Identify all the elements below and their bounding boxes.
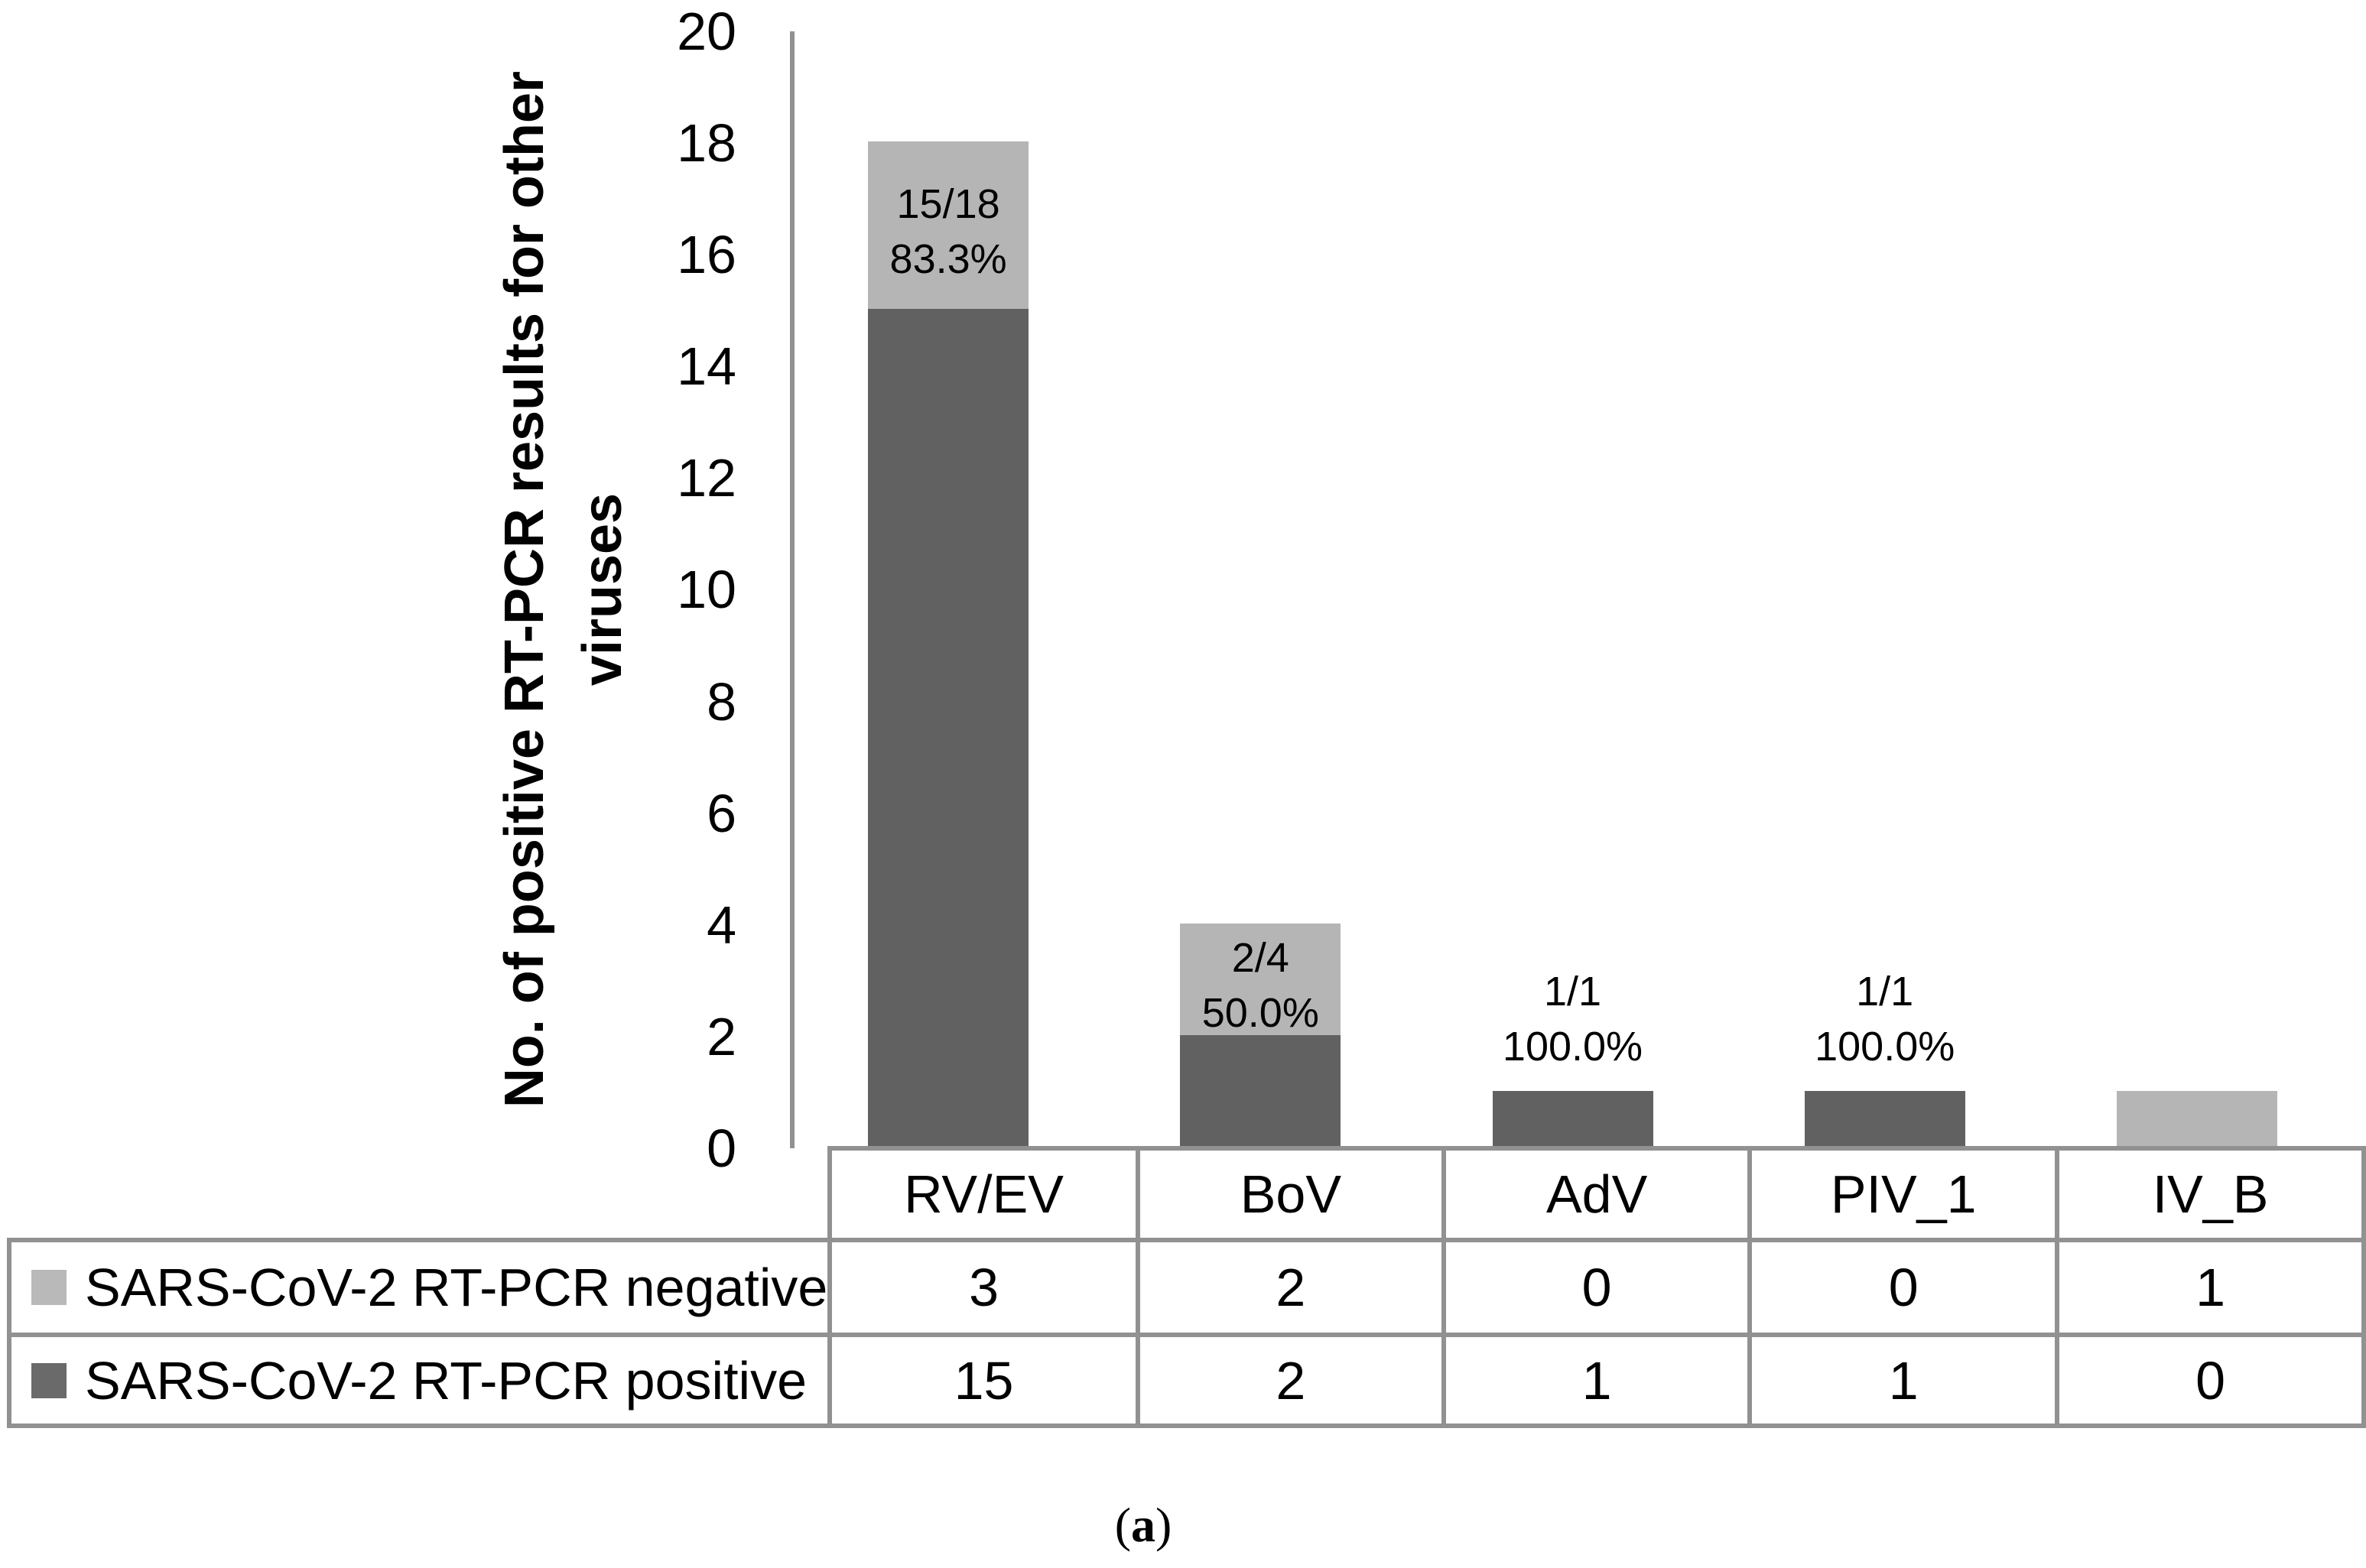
table-value-PIV_1-row1: 0 [1747, 1238, 2060, 1337]
bar-label-fraction: 2/4 [1231, 934, 1289, 981]
table-header-AdV: AdV [1441, 1146, 1753, 1242]
legend-cell-row1: SARS-CoV-2 RT-PCR negative [6, 1238, 833, 1337]
y-tick-label-10: 10 [677, 560, 736, 620]
caption-close-paren: ) [1155, 1498, 1172, 1552]
y-axis-line [790, 31, 795, 1148]
bar-BoV-positive-segment [1180, 1034, 1341, 1147]
table-value-IV_B-row1: 1 [2055, 1238, 2366, 1337]
table-header-PIV_1: PIV_1 [1747, 1146, 2060, 1242]
bar-label-percent: 100.0% [1502, 1023, 1643, 1070]
legend-entry: SARS-CoV-2 RT-PCR negative [11, 1257, 827, 1318]
bar-label-percent: 50.0% [1201, 989, 1319, 1036]
bar-RV/EV-positive-segment [868, 309, 1029, 1147]
legend-swatch-icon [31, 1270, 67, 1305]
legend-cell-row2: SARS-CoV-2 RT-PCR positive [6, 1333, 833, 1428]
y-tick-label-8: 8 [707, 671, 736, 732]
bar-label-BoV: 2/4 50.0% [1104, 930, 1416, 1040]
caption-open-paren: ( [1114, 1498, 1131, 1552]
bar-label-AdV: 1/1 100.0% [1417, 964, 1729, 1074]
legend-swatch-icon [31, 1362, 67, 1398]
bar-label-fraction: 15/18 [896, 180, 1000, 227]
figure-caption: (a) [0, 1495, 2286, 1556]
legend-series-label: SARS-CoV-2 RT-PCR positive [85, 1350, 808, 1411]
table-value-PIV_1-row2: 1 [1747, 1333, 2060, 1428]
bar-BoV-negative-segment [1180, 923, 1341, 1035]
bar-PIV_1-positive-segment [1804, 1090, 1965, 1147]
bar-IV_B-negative-segment [2116, 1090, 2277, 1147]
caption-label: a [1131, 1498, 1155, 1552]
bar-label-percent: 83.3% [889, 235, 1007, 282]
y-tick-label-6: 6 [707, 783, 736, 843]
table-value-BoV-row2: 2 [1135, 1333, 1447, 1428]
table-value-AdV-row1: 0 [1441, 1238, 1753, 1337]
bar-label-percent: 100.0% [1815, 1023, 1955, 1070]
y-tick-label-4: 4 [707, 894, 736, 955]
data-table: RV/EV BoV AdV PIV_1 IV_B SARS-CoV-2 RT-PCR ne… [6, 1146, 2366, 1428]
table-header-IV_B: IV_B [2055, 1146, 2366, 1242]
y-tick-label-12: 12 [677, 448, 736, 508]
bar-RV/EV-negative-segment [868, 141, 1029, 310]
table-value-RV/EV-row2: 15 [827, 1333, 1140, 1428]
bar-label-fraction: 1/1 [1856, 968, 1914, 1014]
y-tick-label-16: 16 [677, 225, 736, 285]
table-value-AdV-row2: 1 [1441, 1333, 1753, 1428]
table-header-BoV: BoV [1135, 1146, 1447, 1242]
bar-label-RV/EV: 15/18 83.3% [792, 177, 1104, 287]
y-tick-label-14: 14 [677, 336, 736, 397]
legend-entry: SARS-CoV-2 RT-PCR positive [11, 1350, 827, 1411]
legend-series-label: SARS-CoV-2 RT-PCR negative [85, 1258, 828, 1317]
y-tick-label-20: 20 [677, 1, 736, 61]
table-value-IV_B-row2: 0 [2055, 1333, 2366, 1428]
bar-label-fraction: 1/1 [1543, 968, 1602, 1014]
bar-label-PIV_1: 1/1 100.0% [1729, 964, 2041, 1074]
table-corner-blank [9, 1148, 830, 1240]
table-header-RV/EV: RV/EV [827, 1146, 1140, 1242]
table-value-RV/EV-row1: 3 [827, 1238, 1140, 1337]
table-value-BoV-row1: 2 [1135, 1238, 1447, 1337]
y-tick-label-0: 0 [707, 1118, 736, 1178]
y-tick-label-2: 2 [707, 1006, 736, 1066]
bar-AdV-positive-segment [1492, 1090, 1653, 1147]
y-tick-label-18: 18 [677, 112, 736, 173]
